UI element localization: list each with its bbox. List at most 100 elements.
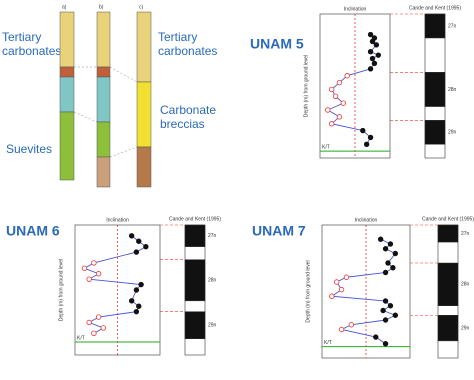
data-point <box>387 241 394 247</box>
data-point <box>329 293 335 299</box>
chron-block <box>424 120 446 145</box>
data-point <box>392 312 399 318</box>
data-point <box>333 279 340 285</box>
annotation-box: Carbonate breccias <box>160 103 217 131</box>
data-point <box>86 276 92 282</box>
reference-label: Cande and Kent (1995) <box>409 5 461 11</box>
data-point <box>367 31 374 38</box>
data-point <box>100 325 107 331</box>
data-point <box>136 238 142 244</box>
data-point <box>369 38 376 45</box>
data-point <box>371 60 378 67</box>
data-point <box>338 286 345 293</box>
data-point <box>375 52 382 58</box>
reference-label: Cande and Kent (1995) <box>422 216 474 222</box>
chron-label: 28n <box>208 278 217 284</box>
y-axis-label: Depth (m) from ground level <box>305 260 311 322</box>
reference-label: Cande and Kent (1995) <box>169 216 221 222</box>
x-axis-label: Inclination <box>106 217 129 223</box>
boundary-label: K/T <box>324 340 332 346</box>
chron-block <box>437 262 459 306</box>
chron-label: 27n <box>448 23 457 29</box>
data-point <box>128 233 135 239</box>
data-point <box>382 246 389 252</box>
x-axis-label: Inclination <box>344 6 367 12</box>
data-point <box>332 93 339 99</box>
data-point <box>380 307 386 314</box>
data-point <box>373 42 380 48</box>
strat-columns <box>59 11 152 188</box>
data-point <box>81 265 88 272</box>
column-label: c) <box>139 4 144 10</box>
chron-label: 29n <box>208 323 217 329</box>
y-axis-label: Depth (m) from ground level <box>58 259 64 321</box>
data-point <box>369 55 376 62</box>
data-point <box>360 127 366 134</box>
data-point <box>325 107 331 113</box>
chron-label: 28n <box>461 282 470 288</box>
data-point <box>143 243 149 250</box>
data-point <box>136 303 142 309</box>
data-point <box>340 100 347 106</box>
chron-block <box>437 224 459 243</box>
annotation: Tertiary carbonates <box>158 30 218 58</box>
data-point <box>133 287 140 293</box>
data-point <box>385 260 391 266</box>
data-point <box>390 265 396 271</box>
chron-block <box>437 315 459 342</box>
data-point <box>343 274 350 280</box>
data-point <box>138 281 144 288</box>
data-point <box>86 319 92 326</box>
data-point <box>133 308 140 315</box>
data-point <box>382 269 389 276</box>
data-point <box>348 322 355 328</box>
data-point <box>91 260 97 266</box>
chron-label: 27n <box>461 231 470 237</box>
x-axis-label: Inclination <box>355 217 378 223</box>
chron-label: 27n <box>208 233 217 239</box>
y-axis-label: Depth (m) from ground level <box>303 55 309 117</box>
chron-label: 28n <box>448 87 457 93</box>
annotation: Carbonate breccias <box>160 103 217 131</box>
data-point <box>133 249 140 255</box>
panel-title: UNAM 6 <box>6 223 60 239</box>
annotation-box: Tertiary carbonates <box>158 30 218 58</box>
data-point <box>95 314 102 320</box>
data-point <box>363 141 370 147</box>
data-point <box>328 86 335 93</box>
column-label: a) <box>62 4 67 10</box>
data-point <box>128 298 135 304</box>
chron-block <box>184 259 206 302</box>
data-point <box>382 341 389 347</box>
data-point <box>367 49 374 55</box>
chron-label: 29n <box>461 325 470 331</box>
annotation-box: Tertiary carbonates <box>2 30 60 58</box>
chron-block <box>184 224 206 247</box>
annotation: Suevites <box>6 142 52 156</box>
chron-block <box>184 311 206 339</box>
boundary-label: K/T <box>77 335 85 341</box>
data-point <box>382 298 389 304</box>
data-point <box>328 121 335 127</box>
data-point <box>95 271 102 277</box>
data-point <box>373 334 379 340</box>
annotation: Tertiary carbonates <box>2 30 60 58</box>
panel-title: UNAM 7 <box>252 223 306 239</box>
data-point <box>344 73 350 79</box>
data-point <box>336 114 343 120</box>
chron-block <box>424 72 446 107</box>
data-point <box>392 250 399 257</box>
data-point <box>336 79 343 86</box>
data-point <box>367 66 374 72</box>
chron-block <box>424 13 446 39</box>
data-point <box>91 330 97 337</box>
boundary-label: K/T <box>322 144 330 150</box>
column-label: b) <box>99 4 104 10</box>
data-point <box>387 303 394 309</box>
data-point <box>338 326 345 333</box>
data-point <box>382 317 389 323</box>
data-point <box>377 236 384 242</box>
panel-title: UNAM 5 <box>250 36 304 52</box>
chron-label: 29n <box>448 130 457 136</box>
